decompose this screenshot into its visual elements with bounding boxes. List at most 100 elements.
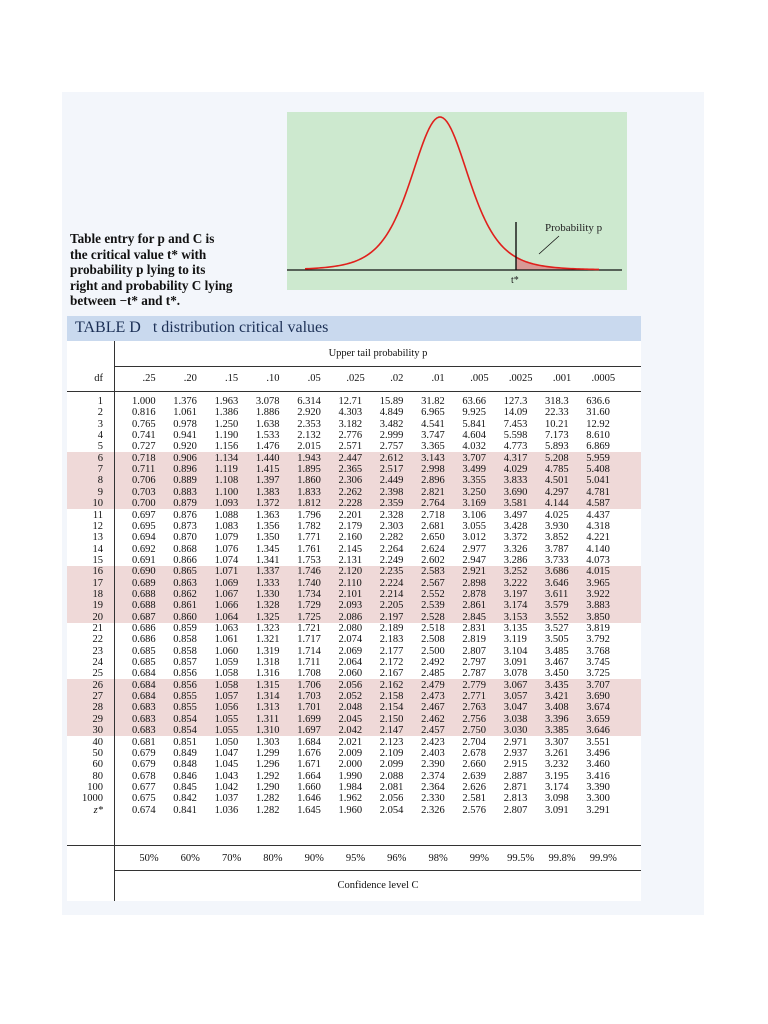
table-cell: 12.71 [338,396,363,407]
table-cell: 0.845 [173,781,197,793]
table-cell: 1.341 [255,554,280,566]
table-cell: 2.756 [462,713,487,725]
table-cell: 0.677 [132,781,156,793]
table-cell: 2.015 [297,441,321,453]
table-cell: 1.860 [297,475,321,487]
df-cell: 18 [92,588,104,600]
table-cell: 3.690 [503,486,528,498]
table-cell: 3.182 [338,418,363,430]
table-cell: 2.971 [503,736,528,748]
table-cell: 3.659 [586,713,610,725]
table-cell: 0.870 [173,532,197,544]
table-cell: 0.862 [173,588,197,600]
table-cell: 1.714 [297,645,321,657]
table-cell: 3.922 [586,588,610,600]
df-cell: 40 [92,736,104,748]
table-cell: 2.000 [338,759,363,771]
table-cell: 1.963 [214,396,239,407]
table-cell: 0.683 [132,725,156,737]
table-cell: 63.66 [462,396,487,407]
table-cell: 3.174 [545,781,569,793]
table-cell: 2.921 [462,566,487,578]
table-cell: 2.235 [379,566,404,578]
table-cell: 31.82 [421,396,445,407]
table-cell: 2.162 [379,679,404,691]
table-cell: 3.195 [545,770,569,782]
table-cell: 0.866 [173,554,197,566]
table-title: TABLE D t distribution critical values [75,319,328,337]
table-cell: 3.291 [586,804,610,816]
table-cell: 2.797 [462,657,487,669]
table-cell: 1.415 [255,464,280,476]
probability-pointer [538,235,560,255]
df-cell: 15 [92,554,104,566]
df-cell: 24 [92,657,104,669]
table-cell: 2.009 [338,747,363,759]
table-cell: 2.576 [462,804,487,816]
df-cell: 28 [92,702,104,714]
table-cell: 3.067 [503,679,528,691]
table-cell: 2.060 [338,668,363,680]
table-cell: 0.684 [132,679,156,691]
df-cell: 26 [92,679,104,691]
confidence-cell: 99.8% [548,853,576,864]
table-cell: 6.965 [421,407,445,419]
table-cell: 0.685 [132,645,156,657]
table-cell: 5.893 [545,441,569,453]
table-cell: 2.571 [338,441,363,453]
table-cell: 3.646 [586,725,610,737]
table-cell: 5.598 [503,430,528,442]
table-cell: 0.858 [173,645,197,657]
table-cell: 3.646 [545,577,569,589]
table-cell: 2.045 [338,713,363,725]
column-header-divider [67,391,641,392]
table-cell: 3.153 [503,611,528,623]
table-cell: 1.383 [255,486,280,498]
table-cell: 2.612 [379,452,404,464]
table-cell: 0.684 [132,691,156,703]
table-cell: 1.000 [132,396,156,407]
table-cell: 3.579 [545,600,569,612]
table-cell: 1.721 [297,623,321,634]
table-cell: 2.086 [338,611,363,623]
table-cell: 1.782 [297,520,321,532]
table-cell: 1.156 [214,441,239,453]
table-cell: 1.093 [214,498,239,510]
table-cell: 0.706 [132,475,156,487]
df-cell: 22 [92,634,104,646]
table-cell: 2.779 [462,679,487,691]
table-cell: 3.707 [586,679,610,691]
table-cell: 3.505 [545,634,569,646]
table-cell: 1.372 [255,498,280,510]
table-cell: 3.725 [586,668,610,680]
table-cell: 2.326 [421,804,445,816]
table-cell: 0.711 [132,464,156,476]
table-cell: 3.091 [545,804,569,816]
table-cell: 4.073 [586,554,610,566]
table-cell: 2.750 [462,725,487,737]
table-cell: 2.528 [421,611,445,623]
table-cell: 2.447 [338,452,363,464]
table-cell: 2.517 [379,464,404,476]
table-cell: 1.962 [338,793,363,805]
table-cell: 0.695 [132,520,156,532]
table-cell: 2.878 [462,588,487,600]
table-cell: 1.282 [255,804,280,816]
table-cell: 8.610 [586,430,610,442]
table-cell: 1.699 [297,713,321,725]
table-cell: 3.078 [503,668,528,680]
table-cell: 4.297 [545,486,569,498]
table-cell: 2.056 [379,793,404,805]
table-cell: 3.450 [545,668,569,680]
df-divider [114,341,115,901]
confidence-cell: 80% [263,853,283,864]
table-cell: 3.733 [545,554,569,566]
df-cell: 12 [92,520,104,532]
table-cell: 1.664 [297,770,321,782]
table-cell: 1.066 [214,600,239,612]
confidence-cell: 96% [387,853,407,864]
table-cell: 0.920 [173,441,197,453]
table-cell: 7.453 [503,418,528,430]
table-cell: 1.190 [214,430,239,442]
table-cell: 3.421 [545,691,569,703]
